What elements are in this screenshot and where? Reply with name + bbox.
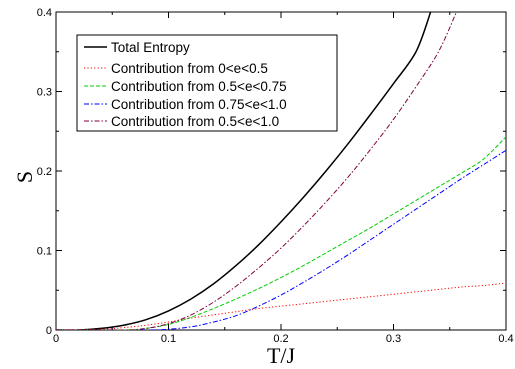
x-axis-title: T/J <box>267 343 296 368</box>
legend-label-2: Contribution from 0.5<e<0.75 <box>111 79 287 94</box>
series-layer <box>56 12 506 330</box>
series-line-1 <box>56 282 506 330</box>
x-tick-label: 0.1 <box>161 333 176 345</box>
series-line-3 <box>56 149 506 330</box>
y-tick-label: 0.3 <box>37 87 52 99</box>
legend-label-0: Total Entropy <box>111 40 190 55</box>
x-axis-ticks: 0 0.1 0.2 0.3 0.4 <box>53 12 514 345</box>
y-axis-title: S <box>12 171 37 183</box>
y-axis-ticks: 0 0.1 0.2 0.3 0.4 <box>37 7 506 337</box>
legend: Total Entropy Contribution from 0<e<0.5 … <box>76 34 338 132</box>
series-line-0 <box>56 12 432 330</box>
legend-label-4: Contribution from 0.5<e<1.0 <box>111 114 279 129</box>
y-tick-label: 0.1 <box>37 246 52 258</box>
series-line-4 <box>56 12 457 330</box>
legend-label-1: Contribution from 0<e<0.5 <box>111 61 268 76</box>
x-tick-label: 0.4 <box>498 333 513 345</box>
x-tick-label: 0.3 <box>386 333 401 345</box>
x-tick-label: 0 <box>53 333 59 345</box>
legend-label-3: Contribution from 0.75<e<1.0 <box>111 97 287 112</box>
legend-box <box>76 34 338 132</box>
y-tick-label: 0.2 <box>37 166 52 178</box>
y-tick-label: 0 <box>46 325 52 337</box>
y-tick-label: 0.4 <box>37 7 52 19</box>
series-line-2 <box>56 136 506 330</box>
x-tick-label: 0.2 <box>273 333 288 345</box>
